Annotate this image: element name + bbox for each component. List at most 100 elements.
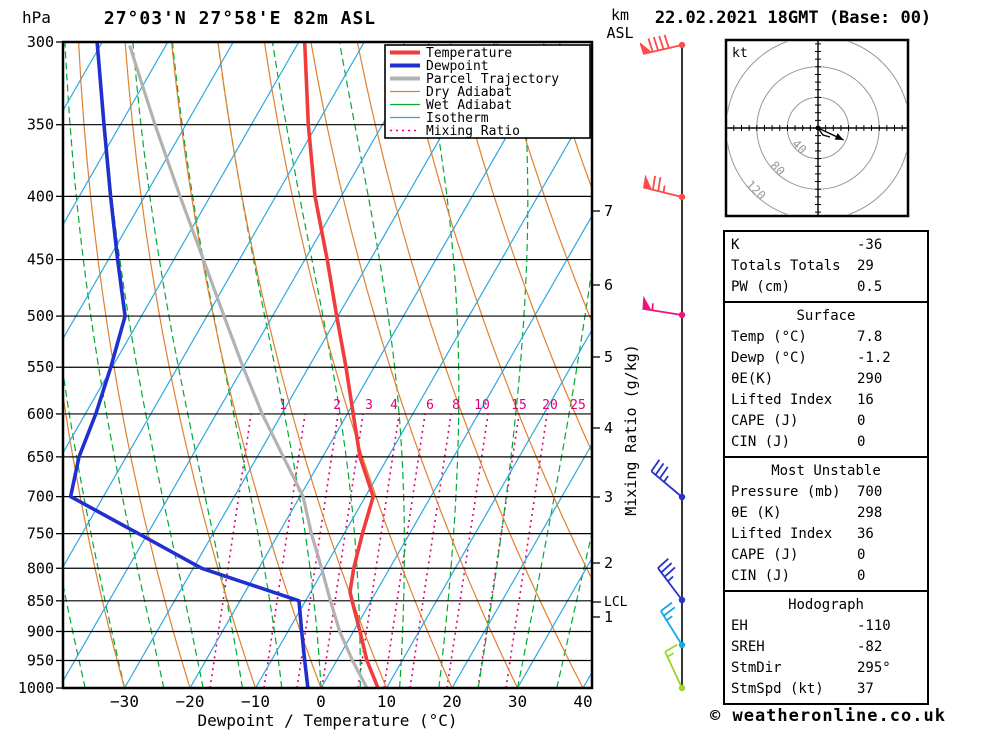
table-row: SREH -82 <box>731 637 921 658</box>
wind-barb <box>664 643 686 692</box>
indices-table-group: K -36 Totals Totals 29 PW (cm) 0.5 Surface Temp… <box>723 230 929 705</box>
wet-adiabat-line <box>422 42 460 688</box>
isotherm-line <box>63 42 234 340</box>
stats-section: K -36 Totals Totals 29 PW (cm) 0.5 <box>723 230 929 303</box>
mixing-ratio-value-label: 1 <box>279 398 287 413</box>
mixing-ratio-line <box>505 413 548 688</box>
temp-tick-label: 30 <box>508 692 527 711</box>
mixing-ratio-axis-title: Mixing Ratio (g/kg) <box>622 344 640 516</box>
wind-barb <box>650 459 686 501</box>
table-row: CAPE (J) 0 <box>731 545 921 566</box>
wet-adiabat-line <box>556 530 592 688</box>
stat-value: 0 <box>857 413 866 429</box>
pressure-tick-label: 550 <box>27 358 54 376</box>
stat-label: CAPE (J) <box>731 547 799 563</box>
stat-label: PW (cm) <box>731 279 791 295</box>
pressure-tick-label: 500 <box>27 307 54 325</box>
mixing-ratio-value-label: 15 <box>511 398 527 413</box>
stats-section-title: Most Unstable <box>771 463 881 479</box>
km-tick-label: 5 <box>604 348 613 366</box>
stat-label: Dewp (°C) <box>731 350 807 366</box>
temperature-curve <box>302 42 380 688</box>
wind-barb <box>657 558 686 604</box>
stat-label: CAPE (J) <box>731 413 799 429</box>
pressure-tick-label: 700 <box>27 488 54 506</box>
mixing-ratio-value-label: 20 <box>542 398 558 413</box>
mixing-ratio-line <box>409 413 452 688</box>
stat-value: 290 <box>857 371 883 387</box>
wet-adiabat-line <box>97 42 204 688</box>
km-tick-label: 6 <box>604 276 613 294</box>
isotherm-line <box>385 328 592 688</box>
wind-barb <box>640 34 686 55</box>
stat-label: Totals Totals <box>731 258 841 274</box>
dry-adiabat-line <box>449 42 592 454</box>
table-row: PW (cm) 0.5 <box>731 277 921 298</box>
wind-barb <box>642 174 686 201</box>
wet-adiabat-line <box>338 42 406 688</box>
stat-value: 16 <box>857 392 874 408</box>
table-row: CIN (J) 0 <box>731 566 921 587</box>
lcl-label: LCL <box>604 595 628 610</box>
page-title: 27°03'N 27°58'E 82m ASL <box>103 8 377 29</box>
stats-section-title: Hodograph <box>788 597 864 613</box>
mixing-ratio-value-label: 10 <box>474 398 490 413</box>
wet-adiabat-line <box>63 368 126 688</box>
pressure-tick-label: 850 <box>27 592 54 610</box>
pressure-tick-label: 400 <box>27 187 54 205</box>
wet-adiabat-line <box>64 42 165 688</box>
wet-adiabat-line <box>132 42 243 688</box>
stat-value: -1.2 <box>857 350 891 366</box>
stat-value: 36 <box>857 526 874 542</box>
km-tick-label: 3 <box>604 488 613 506</box>
mixing-ratio-value-label: 4 <box>390 398 398 413</box>
stats-section: Most Unstable Pressure (mb) 700 θE (K) 298 Li… <box>723 456 929 592</box>
stat-value: 295° <box>857 660 891 676</box>
stat-label: CIN (J) <box>731 434 791 450</box>
table-row: Pressure (mb) 700 <box>731 482 921 503</box>
legend-label: Temperature <box>426 46 512 61</box>
pressure-tick-label: 950 <box>27 651 54 669</box>
skewt-diagram: 3003504004505005506006507007508008509009… <box>18 33 640 730</box>
mixing-ratio-value-label: 2 <box>333 398 341 413</box>
stat-label: θE (K) <box>731 505 782 521</box>
stat-label: CIN (J) <box>731 568 791 584</box>
stats-section: Hodograph EH -110 SREH -82 StmDir 295° StmSpd (… <box>723 590 929 705</box>
isotherm-line <box>451 442 592 688</box>
hodograph-unit-label: kt <box>732 46 748 61</box>
table-row: Totals Totals 29 <box>731 256 921 277</box>
stat-value: 0 <box>857 434 866 450</box>
legend-label: Isotherm <box>426 111 489 126</box>
stat-value: -36 <box>857 237 883 253</box>
table-row: θE(K) 290 <box>731 369 921 390</box>
plot-border <box>61 40 594 690</box>
legend-label: Wet Adiabat <box>426 98 512 113</box>
pressure-axis-unit: hPa <box>22 8 51 27</box>
table-row: StmDir 295° <box>731 658 921 679</box>
mixing-ratio-line <box>209 413 252 688</box>
stat-label: StmSpd (kt) <box>731 681 824 697</box>
wind-barb-column <box>640 34 686 692</box>
legend-label: Dry Adiabat <box>426 85 512 100</box>
table-row: Lifted Index 16 <box>731 390 921 411</box>
pressure-tick-label: 600 <box>27 405 54 423</box>
mixing-ratio-line <box>263 413 306 688</box>
isotherm-line <box>320 214 592 688</box>
legend-label: Dewpoint <box>426 59 489 74</box>
altitude-axis-unit: km ASL <box>606 6 634 42</box>
datetime-label: 22.02.2021 18GMT (Base: 00) <box>654 8 932 28</box>
table-row: K -36 <box>731 235 921 256</box>
watermark: © weatheronline.co.uk <box>710 706 946 726</box>
table-row: StmSpd (kt) 37 <box>731 679 921 700</box>
stat-label: EH <box>731 618 748 634</box>
wet-adiabat-line <box>516 264 592 688</box>
table-row: Dewp (°C) -1.2 <box>731 348 921 369</box>
legend-label: Parcel Trajectory <box>426 72 559 87</box>
pressure-tick-label: 750 <box>27 525 54 543</box>
table-row: CAPE (J) 0 <box>731 411 921 432</box>
stat-value: 29 <box>857 258 874 274</box>
mixing-ratio-line <box>321 413 364 688</box>
temp-tick-label: −20 <box>176 692 205 711</box>
